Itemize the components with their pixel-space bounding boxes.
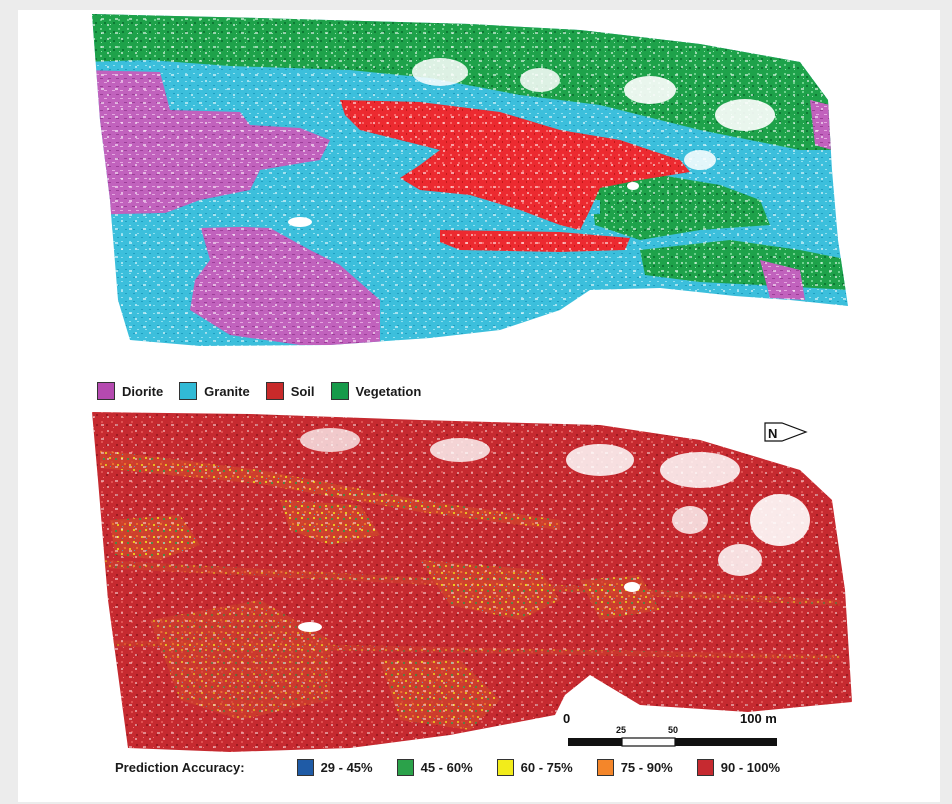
legend-label-diorite: Diorite <box>122 383 164 399</box>
legend-item-acc-60-75: 60 - 75% <box>496 759 573 776</box>
scale-segment-50-100 <box>675 738 777 746</box>
legend-swatch-acc-45-60 <box>396 759 414 776</box>
legend-item-diorite: Diorite <box>97 382 163 400</box>
legend-label-acc-60-75: 60 - 75% <box>520 760 573 775</box>
legend-swatch-soil <box>265 382 284 400</box>
legend-item-soil: Soil <box>265 382 315 400</box>
scale-segment-0-25 <box>568 738 622 746</box>
lithology-class-map <box>92 14 848 346</box>
legend-item-acc-75-90: 75 - 90% <box>596 759 673 776</box>
legend-swatch-vegetation <box>330 382 349 400</box>
scale-segment-25-50 <box>621 737 676 747</box>
legend-label-acc-45-60: 45 - 60% <box>420 760 473 775</box>
legend-label-vegetation: Vegetation <box>355 383 422 399</box>
prediction-accuracy-map <box>92 412 852 752</box>
legend-swatch-acc-75-90 <box>596 759 614 776</box>
legend-item-acc-90-100: 90 - 100% <box>696 759 781 776</box>
lithology-legend: Diorite Granite Soil Vegetation <box>97 382 437 400</box>
legend-label-soil: Soil <box>290 383 315 399</box>
legend-swatch-granite <box>179 382 198 400</box>
legend-label-acc-75-90: 75 - 90% <box>620 760 673 775</box>
legend-item-acc-45-60: 45 - 60% <box>396 759 473 776</box>
legend-label-acc-29-45: 29 - 45% <box>320 760 373 775</box>
legend-label-acc-90-100: 90 - 100% <box>720 760 781 775</box>
scale-label-25: 25 <box>616 725 626 735</box>
prediction-accuracy-legend: Prediction Accuracy: 29 - 45% 45 - 60% 6… <box>115 759 804 776</box>
scale-label-0: 0 <box>563 711 570 726</box>
north-label: N <box>768 426 777 441</box>
legend-swatch-acc-90-100 <box>696 759 714 776</box>
legend-label-granite: Granite <box>204 383 250 399</box>
north-arrow-icon: N <box>764 422 808 442</box>
legend-swatch-acc-60-75 <box>496 759 514 776</box>
scale-bar: 0 25 50 100 m <box>563 711 777 747</box>
scale-label-100: 100 m <box>740 711 777 726</box>
legend-item-vegetation: Vegetation <box>330 382 422 400</box>
vegetation-region-edge <box>838 160 848 205</box>
legend-swatch-acc-29-45 <box>296 759 314 776</box>
legend-item-granite: Granite <box>179 382 250 400</box>
legend-swatch-diorite <box>97 382 115 400</box>
legend-item-acc-29-45: 29 - 45% <box>296 759 373 776</box>
accuracy-legend-title: Prediction Accuracy: <box>115 760 245 775</box>
scale-label-50: 50 <box>668 725 678 735</box>
